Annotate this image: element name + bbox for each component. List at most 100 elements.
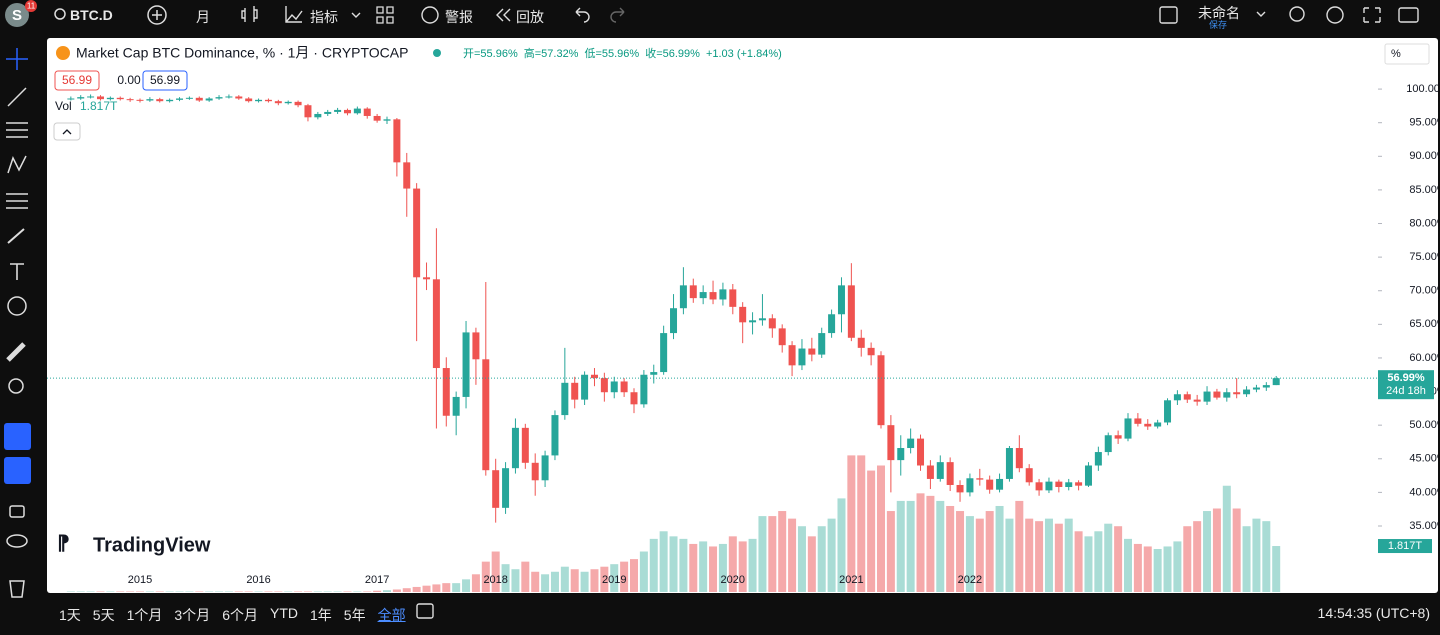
add-symbol[interactable] xyxy=(147,5,167,25)
range-button[interactable]: 5年 xyxy=(343,607,366,623)
candle-body xyxy=(689,285,697,299)
interval[interactable]: 月 xyxy=(196,9,210,25)
axis-mode[interactable] xyxy=(1384,43,1430,65)
volume-bar xyxy=(1262,521,1271,592)
undo[interactable] xyxy=(575,7,590,23)
candle-body xyxy=(324,111,332,114)
range-button[interactable]: 全部 xyxy=(377,607,406,623)
indicator-icon[interactable] xyxy=(285,6,303,23)
candle-body xyxy=(640,374,648,405)
candle-body xyxy=(235,96,243,99)
fullscreen[interactable] xyxy=(1363,7,1381,23)
icon-tool[interactable] xyxy=(7,296,27,316)
volume-bar xyxy=(274,591,283,592)
replay-icon[interactable] xyxy=(496,8,511,22)
volume-bar xyxy=(590,569,599,592)
ruler-tool[interactable] xyxy=(6,342,26,362)
candle-body xyxy=(877,355,885,426)
text-tool[interactable] xyxy=(10,263,24,280)
search-icon[interactable] xyxy=(54,8,66,20)
layout-dropdown[interactable] xyxy=(1256,11,1266,17)
y-tick-label: 100.00% xyxy=(1406,83,1438,95)
range-button[interactable]: 6个月 xyxy=(222,607,258,623)
magnet-tool[interactable] xyxy=(4,423,31,450)
alerts[interactable]: 警报 xyxy=(445,9,473,25)
candle-body xyxy=(541,455,549,481)
volume-bar xyxy=(1005,518,1014,592)
layout-toggle[interactable] xyxy=(1159,6,1178,24)
volume-bar xyxy=(353,591,362,592)
range-button[interactable]: 1个月 xyxy=(126,607,163,623)
watermark: TradingView xyxy=(93,534,211,556)
range-button[interactable]: 1年 xyxy=(309,607,332,623)
volume-bar xyxy=(333,591,342,592)
candle-body xyxy=(264,99,272,102)
y-tick-label: 85.00% xyxy=(1409,184,1438,196)
stay-drawing-tool[interactable] xyxy=(4,457,31,484)
chart-type[interactable] xyxy=(241,6,258,22)
trend-line-tool[interactable] xyxy=(7,87,27,107)
volume-bar xyxy=(896,500,905,592)
indicators[interactable]: 指标 xyxy=(310,9,338,25)
candle-body xyxy=(650,372,658,375)
fib-tool[interactable] xyxy=(6,122,28,138)
candle-body xyxy=(1243,389,1251,395)
candle-body xyxy=(492,470,500,508)
settings[interactable] xyxy=(1326,6,1344,24)
candle-body xyxy=(837,285,845,315)
candle-body xyxy=(867,347,875,356)
volume-bar xyxy=(748,538,757,592)
lock-tool[interactable] xyxy=(9,505,25,518)
candle-body xyxy=(768,318,776,329)
avatar[interactable] xyxy=(5,3,29,27)
layout-name[interactable]: 未命名 xyxy=(1198,5,1240,21)
collapse-button[interactable] xyxy=(53,122,81,141)
volume-bar xyxy=(1183,526,1192,592)
candle-body xyxy=(373,115,381,121)
volume-bar xyxy=(758,516,767,592)
volume-bar xyxy=(234,591,243,592)
badge-count: 11 xyxy=(27,2,36,11)
volume-bar xyxy=(205,591,214,592)
quick-search[interactable] xyxy=(1289,6,1305,22)
hide-tool[interactable] xyxy=(6,534,28,548)
volume-bar xyxy=(550,571,559,592)
volume-bar xyxy=(630,559,638,592)
range-button[interactable]: 5天 xyxy=(92,607,115,623)
layout-icon[interactable] xyxy=(376,6,394,24)
pattern-tool[interactable] xyxy=(7,155,27,174)
x-tick-label: 2020 xyxy=(721,574,745,586)
range-button[interactable]: YTD xyxy=(269,605,298,621)
candle-body xyxy=(709,292,717,300)
volume-bar xyxy=(294,591,303,592)
candle-body xyxy=(205,98,213,101)
alert-icon[interactable] xyxy=(421,6,439,24)
candle-body xyxy=(156,99,164,102)
candle-body xyxy=(1144,423,1152,427)
redo[interactable] xyxy=(610,7,625,23)
brush-tool[interactable] xyxy=(7,228,25,244)
candle-body xyxy=(1173,394,1181,401)
candle-body xyxy=(907,438,915,449)
remove-tool[interactable] xyxy=(9,580,25,598)
range-button[interactable]: 3个月 xyxy=(174,607,211,623)
forecast-tool[interactable] xyxy=(6,193,28,209)
symbol[interactable]: BTC.D xyxy=(70,7,113,23)
volume-bar xyxy=(254,591,263,592)
candle-body xyxy=(363,108,371,116)
dropdown[interactable] xyxy=(351,12,361,18)
go-to-date[interactable] xyxy=(416,603,434,619)
replay[interactable]: 回放 xyxy=(516,9,544,25)
volume-bar xyxy=(600,566,609,592)
volume-bar xyxy=(1143,546,1152,592)
candle-body xyxy=(996,478,1004,490)
snapshot[interactable] xyxy=(1398,7,1419,23)
zoom-tool[interactable] xyxy=(8,378,24,394)
crosshair-tool[interactable] xyxy=(6,48,28,70)
save[interactable]: 保存 xyxy=(1209,20,1228,30)
volume-bar xyxy=(639,551,648,592)
candle-body xyxy=(818,333,826,355)
range-button[interactable]: 1天 xyxy=(59,607,81,623)
volume-bar xyxy=(471,574,480,592)
y-tick-label: 45.00% xyxy=(1409,453,1438,465)
